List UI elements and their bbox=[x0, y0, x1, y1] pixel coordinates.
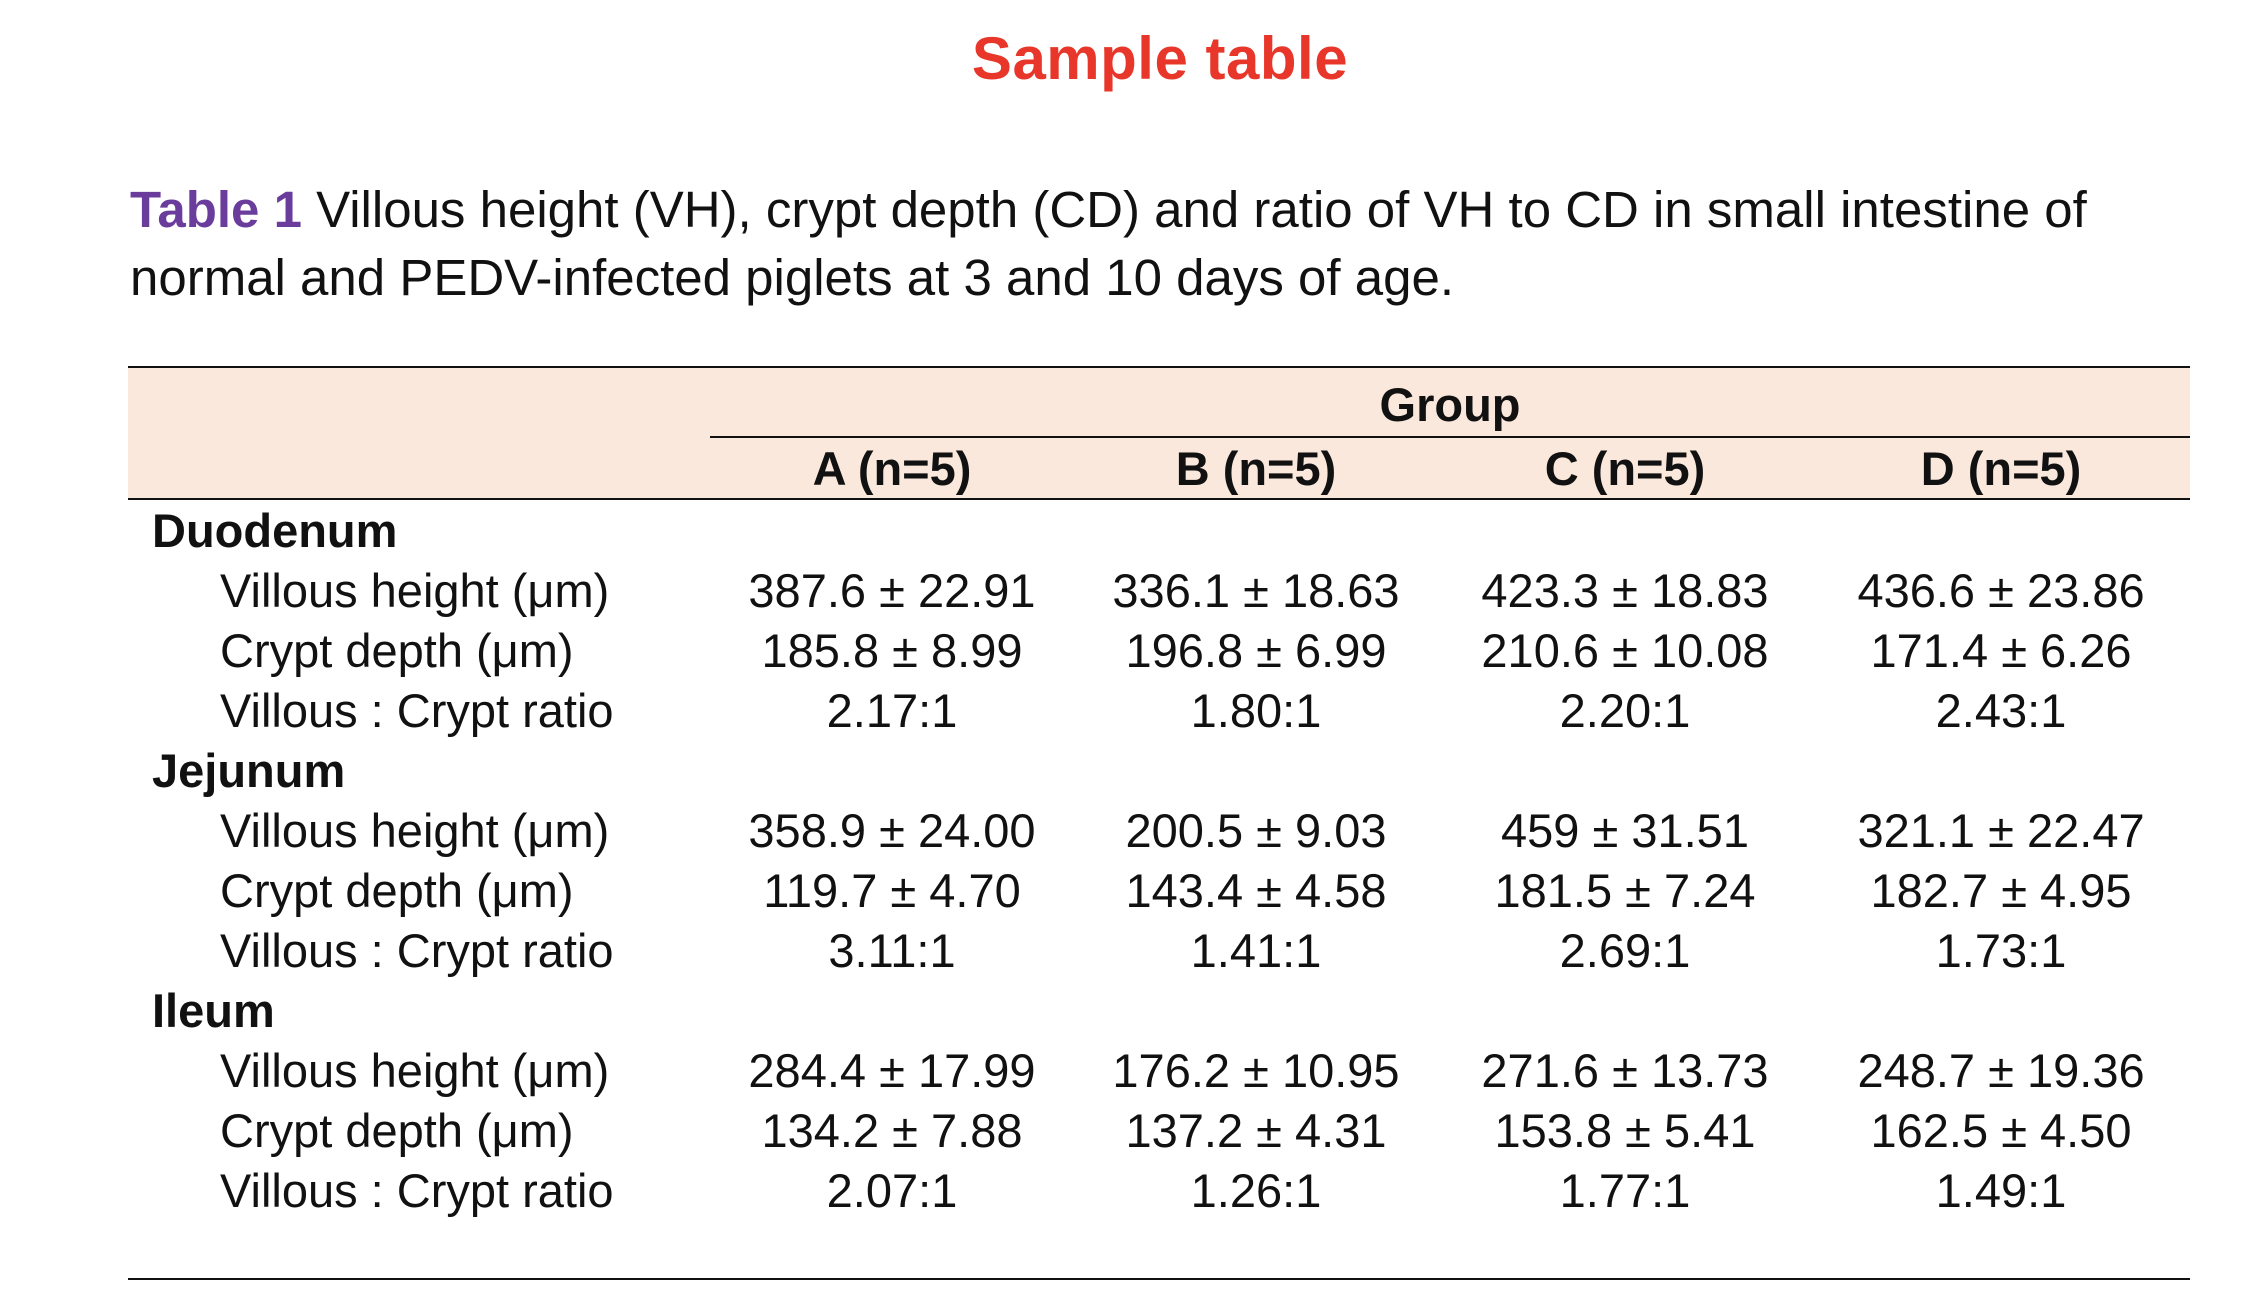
section-label: Duodenum bbox=[152, 503, 398, 557]
table-cell: 1.73:1 bbox=[1935, 923, 2067, 977]
page-heading: Sample table bbox=[971, 25, 1349, 92]
header-group-row: Group bbox=[128, 367, 2191, 438]
table-cell: 153.8 ± 5.41 bbox=[1494, 1103, 1756, 1157]
table-cell: 176.2 ± 10.95 bbox=[1112, 1043, 1400, 1097]
group-header: Group bbox=[710, 367, 2191, 438]
table-cell: 2.20:1 bbox=[1559, 683, 1691, 737]
table-row: Villous height (μm) 284.4 ± 17.99 176.2 … bbox=[128, 1040, 2190, 1100]
row-label: Villous : Crypt ratio bbox=[220, 1163, 614, 1217]
column-header: D (n=5) bbox=[1812, 437, 2191, 500]
row-label: Villous height (μm) bbox=[220, 563, 610, 617]
table-cell: 1.41:1 bbox=[1190, 923, 1322, 977]
table-cell: 459 ± 31.51 bbox=[1501, 803, 1749, 857]
row-label: Crypt depth (μm) bbox=[220, 1103, 574, 1157]
table-cell: 248.7 ± 19.36 bbox=[1857, 1043, 2145, 1097]
table-cell: 436.6 ± 23.86 bbox=[1857, 563, 2145, 617]
table-row: Crypt depth (μm) 134.2 ± 7.88 137.2 ± 4.… bbox=[128, 1100, 2190, 1160]
table-container: Group A (n=5) B (n=5) C (n=5) D (n=5) Du… bbox=[128, 366, 2191, 1220]
row-label: Villous : Crypt ratio bbox=[220, 923, 614, 977]
table-cell: 119.7 ± 4.70 bbox=[763, 863, 1021, 917]
table-body: Duodenum Villous height (μm) 387.6 ± 22.… bbox=[128, 499, 2190, 1220]
table-row: Villous : Crypt ratio 2.17:1 1.80:1 2.20… bbox=[128, 680, 2190, 740]
table-bottom-rule bbox=[128, 1278, 2190, 1280]
table-cell: 200.5 ± 9.03 bbox=[1125, 803, 1387, 857]
table-cell: 162.5 ± 4.50 bbox=[1870, 1103, 2132, 1157]
table-caption: Table 1 Villous height (VH), crypt depth… bbox=[130, 176, 2210, 312]
row-label: Villous height (μm) bbox=[220, 1043, 610, 1097]
section-row: Ileum bbox=[128, 980, 2190, 1040]
section-label: Jejunum bbox=[152, 743, 346, 797]
data-table: Group A (n=5) B (n=5) C (n=5) D (n=5) Du… bbox=[128, 366, 2191, 1220]
section-row: Jejunum bbox=[128, 740, 2190, 800]
table-cell: 137.2 ± 4.31 bbox=[1125, 1103, 1387, 1157]
table-cell: 210.6 ± 10.08 bbox=[1481, 623, 1769, 677]
row-label: Villous : Crypt ratio bbox=[220, 683, 614, 737]
column-header: A (n=5) bbox=[710, 437, 1074, 500]
header-corner bbox=[128, 367, 710, 437]
table-row: Villous : Crypt ratio 2.07:1 1.26:1 1.77… bbox=[128, 1160, 2190, 1220]
table-header: Group A (n=5) B (n=5) C (n=5) D (n=5) bbox=[128, 367, 2191, 500]
table-row: Villous height (μm) 387.6 ± 22.91 336.1 … bbox=[128, 560, 2190, 620]
table-cell: 271.6 ± 13.73 bbox=[1481, 1043, 1769, 1097]
caption-text: Villous height (VH), crypt depth (CD) an… bbox=[130, 181, 2087, 306]
table-row: Villous height (μm) 358.9 ± 24.00 200.5 … bbox=[128, 800, 2190, 860]
table-cell: 3.11:1 bbox=[828, 923, 956, 977]
table-row: Crypt depth (μm) 185.8 ± 8.99 196.8 ± 6.… bbox=[128, 620, 2190, 680]
header-corner-lower bbox=[128, 437, 710, 500]
row-label: Crypt depth (μm) bbox=[220, 863, 574, 917]
table-cell: 423.3 ± 18.83 bbox=[1481, 563, 1769, 617]
table-cell: 2.07:1 bbox=[826, 1163, 958, 1217]
table-cell: 336.1 ± 18.63 bbox=[1112, 563, 1400, 617]
header-columns-row: A (n=5) B (n=5) C (n=5) D (n=5) bbox=[128, 437, 2191, 500]
table-cell: 1.80:1 bbox=[1190, 683, 1322, 737]
table-cell: 2.43:1 bbox=[1935, 683, 2067, 737]
table-row: Villous : Crypt ratio 3.11:1 1.41:1 2.69… bbox=[128, 920, 2190, 980]
table-cell: 2.69:1 bbox=[1559, 923, 1691, 977]
table-cell: 321.1 ± 22.47 bbox=[1857, 803, 2145, 857]
table-cell: 196.8 ± 6.99 bbox=[1125, 623, 1387, 677]
table-cell: 284.4 ± 17.99 bbox=[748, 1043, 1036, 1097]
table-cell: 181.5 ± 7.24 bbox=[1494, 863, 1756, 917]
row-label: Villous height (μm) bbox=[220, 803, 610, 857]
row-label: Crypt depth (μm) bbox=[220, 623, 574, 677]
table-cell: 1.77:1 bbox=[1559, 1163, 1691, 1217]
table-cell: 387.6 ± 22.91 bbox=[748, 563, 1036, 617]
table-cell: 143.4 ± 4.58 bbox=[1125, 863, 1387, 917]
table-row: Crypt depth (μm) 119.7 ± 4.70 143.4 ± 4.… bbox=[128, 860, 2190, 920]
table-cell: 358.9 ± 24.00 bbox=[748, 803, 1036, 857]
table-cell: 134.2 ± 7.88 bbox=[761, 1103, 1023, 1157]
section-row: Duodenum bbox=[128, 499, 2190, 560]
table-cell: 1.26:1 bbox=[1190, 1163, 1322, 1217]
table-cell: 182.7 ± 4.95 bbox=[1870, 863, 2132, 917]
table-cell: 171.4 ± 6.26 bbox=[1870, 623, 2132, 677]
column-header: C (n=5) bbox=[1438, 437, 1812, 500]
table-cell: 185.8 ± 8.99 bbox=[761, 623, 1023, 677]
section-label: Ileum bbox=[152, 983, 275, 1037]
caption-label: Table 1 bbox=[130, 181, 302, 238]
column-header: B (n=5) bbox=[1074, 437, 1438, 500]
table-cell: 2.17:1 bbox=[826, 683, 958, 737]
table-cell: 1.49:1 bbox=[1935, 1163, 2067, 1217]
